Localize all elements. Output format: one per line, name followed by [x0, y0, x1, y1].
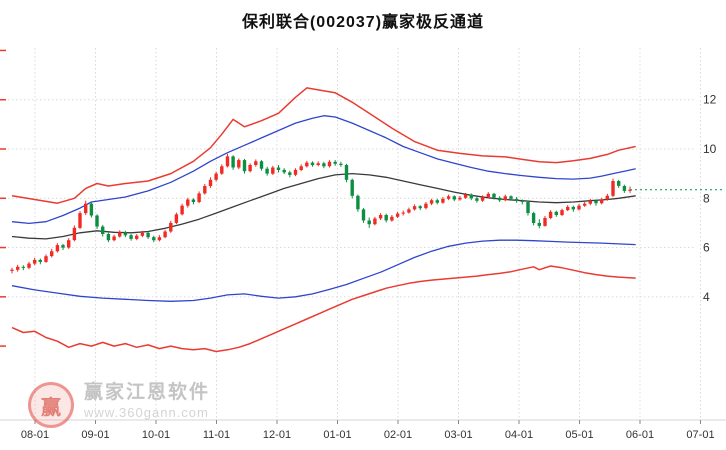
x-axis-label: 08-01 — [21, 429, 49, 441]
y-axis-label: 6 — [703, 241, 710, 255]
y-axis-label: 10 — [703, 142, 717, 156]
channel-line-middle — [11, 172, 636, 240]
x-axis-label: 10-01 — [142, 429, 170, 441]
x-axis-label: 04-01 — [505, 429, 533, 441]
x-axis-label: 07-01 — [686, 429, 714, 441]
left-axis-ticks — [0, 49, 6, 347]
y-axis-label: 8 — [703, 191, 710, 205]
channel-line-lower-outer — [11, 265, 636, 353]
x-axis-label: 02-01 — [384, 429, 412, 441]
y-axis-label: 12 — [703, 93, 717, 107]
candlesticks — [10, 153, 632, 274]
chart-title: 保利联合(002037)赢家极反通道 — [241, 14, 485, 31]
x-axis-label: 05-01 — [565, 429, 593, 441]
x-axis-label: 01-01 — [323, 429, 351, 441]
channel-line-lower-inner — [11, 239, 636, 302]
x-axis-label: 11-01 — [203, 429, 230, 441]
x-axis-label: 06-01 — [626, 429, 654, 441]
x-axis-label: 09-01 — [81, 429, 109, 441]
x-axis-label: 03-01 — [444, 429, 472, 441]
y-axis-label: 4 — [703, 290, 710, 304]
axis-labels: 08-01 09-01 10-01 11-01 12-01 01-01 02-01 03-01… — [21, 93, 717, 441]
x-axis-label: 12-01 — [263, 429, 291, 441]
channel-line-upper-inner — [11, 115, 636, 225]
channel-line-upper-outer — [11, 87, 636, 204]
